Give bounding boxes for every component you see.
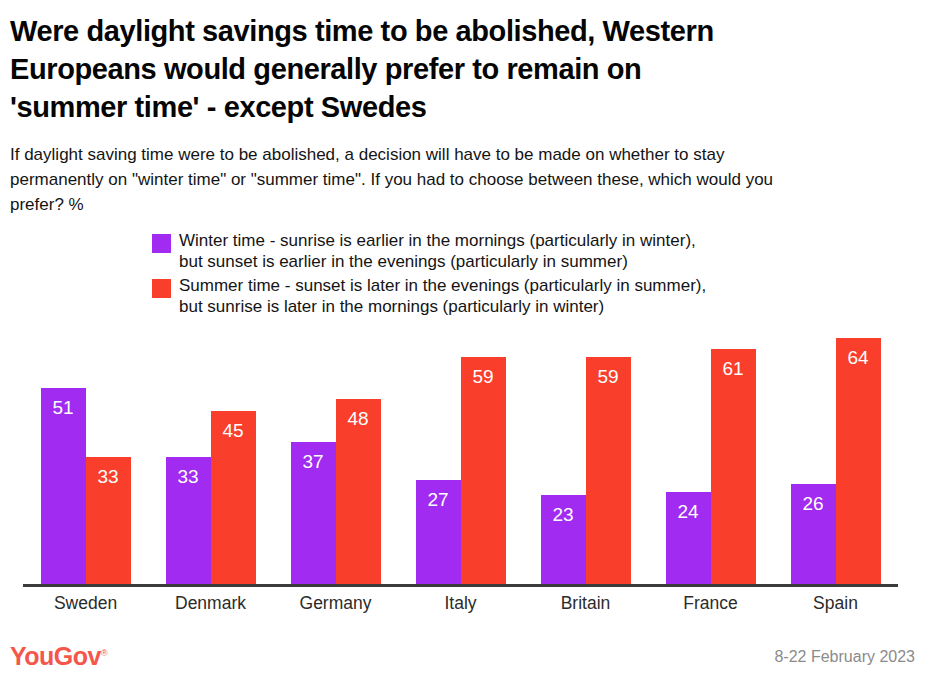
bar-value-label-winter-time-germany: 37 — [291, 442, 336, 473]
bar-value-label-summer-time-denmark: 45 — [211, 411, 256, 442]
x-axis-label-france: France — [651, 593, 771, 614]
legend-label-summer-time: Summer time - sunset is later in the eve… — [179, 276, 706, 317]
bar-winter-time-france: 24 — [666, 492, 711, 584]
bar-summer-time-italy: 59 — [461, 357, 506, 584]
bar-winter-time-denmark: 33 — [166, 457, 211, 584]
x-axis-label-sweden: Sweden — [26, 593, 146, 614]
bar-winter-time-britain: 23 — [541, 495, 586, 584]
bar-group-france: 24 61 — [666, 349, 756, 584]
bar-group-spain: 26 64 — [791, 338, 881, 584]
bar-value-label-winter-time-spain: 26 — [791, 484, 836, 515]
summer-time-swatch-icon — [152, 279, 171, 298]
bar-value-label-summer-time-spain: 64 — [836, 338, 881, 369]
footer: YouGov® 8-22 February 2023 — [10, 642, 915, 671]
bar-summer-time-france: 61 — [711, 349, 756, 584]
x-axis-label-britain: Britain — [526, 593, 646, 614]
registered-mark-icon: ® — [101, 648, 107, 658]
bar-winter-time-italy: 27 — [416, 480, 461, 584]
bar-group-britain: 23 59 — [541, 357, 631, 584]
bar-value-label-summer-time-britain: 59 — [586, 357, 631, 388]
bar-summer-time-spain: 64 — [836, 338, 881, 584]
page-title: Were daylight savings time to be abolish… — [10, 12, 915, 126]
x-axis-label-germany: Germany — [276, 593, 396, 614]
x-axis-label-denmark: Denmark — [151, 593, 271, 614]
x-axis-label-italy: Italy — [401, 593, 521, 614]
bar-summer-time-germany: 48 — [336, 399, 381, 584]
yougov-logo-text: YouGov — [10, 642, 101, 670]
bar-value-label-winter-time-france: 24 — [666, 492, 711, 523]
page-root: Were daylight savings time to be abolish… — [0, 0, 925, 681]
bar-value-label-winter-time-italy: 27 — [416, 480, 461, 511]
chart-legend: Winter time - sunrise is earlier in the … — [152, 231, 915, 317]
fieldwork-date-range: 8-22 February 2023 — [774, 648, 915, 666]
bar-summer-time-britain: 59 — [586, 357, 631, 584]
bar-summer-time-denmark: 45 — [211, 411, 256, 584]
legend-item-summer-time: Summer time - sunset is later in the eve… — [152, 276, 915, 317]
bar-winter-time-spain: 26 — [791, 484, 836, 584]
bar-value-label-winter-time-sweden: 51 — [41, 388, 86, 419]
bar-value-label-summer-time-france: 61 — [711, 349, 756, 380]
bar-winter-time-sweden: 51 — [41, 388, 86, 584]
bar-summer-time-sweden: 33 — [86, 457, 131, 584]
legend-label-winter-time: Winter time - sunrise is earlier in the … — [179, 231, 696, 272]
bar-value-label-summer-time-sweden: 33 — [86, 457, 131, 488]
bar-chart: 5133334537482759235924612664 SwedenDenma… — [23, 339, 898, 614]
legend-item-winter-time: Winter time - sunrise is earlier in the … — [152, 231, 915, 272]
bar-group-denmark: 3345 — [166, 411, 256, 584]
bar-winter-time-germany: 37 — [291, 442, 336, 584]
bar-group-germany: 3748 — [291, 399, 381, 584]
yougov-logo: YouGov® — [10, 642, 107, 671]
chart-plot-area: 5133334537482759235924612664 — [23, 339, 898, 587]
bar-value-label-winter-time-britain: 23 — [541, 495, 586, 526]
bar-group-italy: 27 59 — [416, 357, 506, 584]
winter-time-swatch-icon — [152, 234, 171, 253]
x-axis-label-spain: Spain — [776, 593, 896, 614]
page-subtitle: If daylight saving time were to be aboli… — [10, 142, 915, 217]
bar-value-label-winter-time-denmark: 33 — [166, 457, 211, 488]
bar-group-sweden: 51 33 — [41, 388, 131, 584]
bar-value-label-summer-time-italy: 59 — [461, 357, 506, 388]
x-axis-labels: SwedenDenmarkGermanyItalyBritainFranceSp… — [23, 587, 898, 614]
bar-value-label-summer-time-germany: 48 — [336, 399, 381, 430]
